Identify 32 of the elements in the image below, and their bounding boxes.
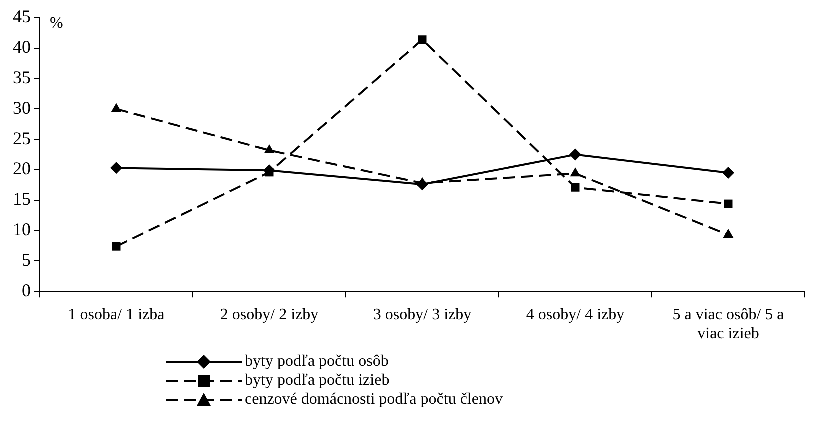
point	[111, 103, 122, 112]
legend-label: cenzové domácnosti podľa počtu členov	[245, 390, 503, 408]
point	[722, 167, 734, 180]
point	[571, 183, 580, 192]
x-tick-label: 3 osoby/ 3 izby	[373, 306, 472, 324]
point	[418, 36, 427, 44]
y-tick-label: 30	[13, 98, 31, 118]
y-tick-label: 35	[13, 68, 31, 88]
y-tick-label: 25	[13, 128, 31, 148]
point	[264, 164, 276, 177]
point	[570, 168, 581, 177]
y-tick-label: 10	[13, 220, 31, 240]
point	[723, 229, 734, 238]
point	[416, 178, 428, 191]
point	[110, 162, 122, 174]
point	[724, 200, 733, 208]
y-tick-label: 40	[13, 37, 31, 58]
y-axis-title: %	[50, 15, 64, 32]
point	[264, 144, 275, 154]
x-tick-label: 1 osoba/ 1 izba	[68, 306, 165, 324]
point	[570, 148, 582, 161]
x-tick-label: 2 osoby/ 2 izby	[220, 306, 319, 324]
y-tick-label: 15	[13, 189, 31, 210]
legend-label: byty podľa počtu izieb	[245, 372, 390, 390]
y-tick-label: 20	[13, 158, 31, 179]
x-tick-label: 4 osoby/ 4 izby	[526, 306, 625, 324]
y-tick-label: 5	[22, 250, 31, 270]
legend-label: byty podľa počtu osôb	[245, 352, 389, 370]
y-tick-label: 0	[22, 280, 31, 300]
x-tick-label: 5 a viac osôb/ 5 a viac izieb	[672, 306, 784, 343]
point	[112, 242, 121, 251]
y-tick-label: 45	[13, 6, 31, 27]
